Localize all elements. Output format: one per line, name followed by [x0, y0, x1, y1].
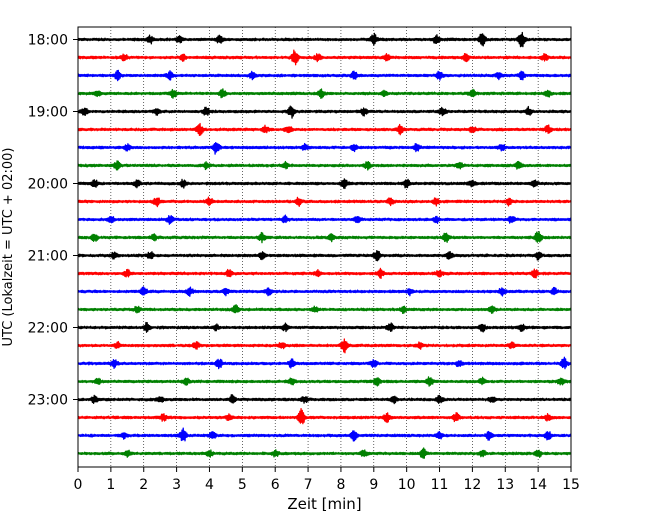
- trace-2045: [77, 231, 572, 244]
- x-tick-label-2: 2: [139, 477, 148, 493]
- x-tick-label-1: 1: [106, 477, 115, 493]
- trace-2115: [77, 267, 572, 280]
- y-tick-label-3: 21:00: [28, 249, 68, 265]
- trace-1815: [77, 49, 572, 66]
- trace-1800: [77, 31, 572, 48]
- x-tick-label-5: 5: [238, 477, 247, 493]
- x-tick-label-14: 14: [529, 477, 547, 493]
- x-tick-label-4: 4: [205, 477, 214, 493]
- trace-2245: [77, 376, 572, 387]
- trace-2200: [77, 321, 572, 333]
- y-tick-label-1: 19:00: [28, 105, 68, 121]
- trace-2000: [77, 178, 572, 190]
- trace-1845: [77, 88, 572, 99]
- trace-1915: [77, 122, 572, 137]
- x-tick-label-12: 12: [463, 477, 481, 493]
- y-axis-title: UTC (Lokalzeit = UTC + 02:00): [1, 148, 16, 347]
- x-tick-label-9: 9: [369, 477, 378, 493]
- x-tick-label-10: 10: [398, 477, 416, 493]
- trace-1930: [77, 141, 572, 155]
- trace-2230: [77, 356, 572, 370]
- x-tick-label-3: 3: [172, 477, 181, 493]
- y-axis-ticks: 18:00 19:00 20:00 21:00 22:00 23:00: [28, 33, 78, 409]
- trace-2100: [77, 249, 572, 262]
- y-tick-label-0: 18:00: [28, 33, 68, 49]
- x-tick-label-8: 8: [336, 477, 345, 493]
- trace-1830: [77, 69, 572, 82]
- trace-1945: [77, 160, 572, 171]
- x-axis-title: Zeit [min]: [287, 495, 361, 513]
- plot-area-background: [78, 27, 571, 467]
- trace-2300: [77, 394, 572, 405]
- trace-2130: [77, 286, 572, 297]
- y-tick-label-5: 23:00: [28, 393, 68, 409]
- vertical-gridlines: [110, 27, 539, 467]
- x-tick-label-6: 6: [271, 477, 280, 493]
- x-tick-label-15: 15: [562, 477, 580, 493]
- y-tick-label-4: 22:00: [28, 321, 68, 337]
- trace-2330: [77, 427, 572, 442]
- x-tick-label-0: 0: [74, 477, 83, 493]
- trace-2345: [77, 447, 572, 459]
- trace-2030: [77, 214, 572, 225]
- trace-2145: [77, 304, 572, 315]
- trace-2315: [77, 408, 572, 425]
- seismic-traces: [77, 31, 572, 459]
- y-tick-label-2: 20:00: [28, 177, 68, 193]
- x-tick-label-11: 11: [431, 477, 449, 493]
- x-tick-label-7: 7: [304, 477, 313, 493]
- x-tick-label-13: 13: [496, 477, 514, 493]
- trace-1900: [77, 105, 572, 119]
- trace-2215: [77, 338, 572, 354]
- x-axis-ticks: 0 1 2 3 4 5 6 7 8 9 10 11 12 13 14 15: [74, 467, 580, 493]
- trace-2015: [77, 196, 572, 208]
- plot-frame: [77, 26, 572, 468]
